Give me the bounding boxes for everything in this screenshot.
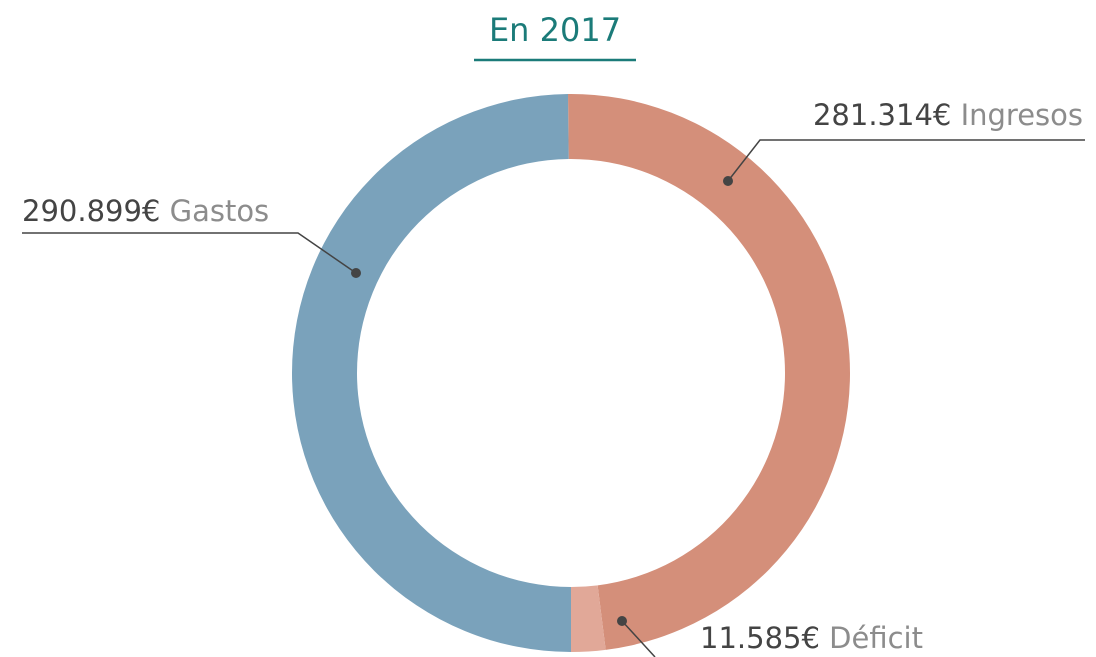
data-label: 281.314€ Ingresos — [813, 98, 1083, 132]
category-label: Déficit — [829, 621, 923, 655]
leader-lines — [22, 139, 1085, 657]
value-label: 290.899€ — [22, 194, 160, 228]
leader-line — [727, 139, 1085, 182]
leader-line — [621, 620, 656, 657]
leader-dot — [351, 268, 361, 278]
value-label: 281.314€ — [813, 98, 951, 132]
donut-slice — [291, 94, 571, 652]
category-label: Ingresos — [961, 98, 1083, 132]
data-label: 11.585€ Déficit — [700, 621, 923, 655]
value-label: 11.585€ — [700, 621, 820, 655]
donut — [291, 94, 851, 652]
category-label: Gastos — [170, 194, 270, 228]
donut-slice — [567, 94, 851, 650]
leader-dot — [723, 176, 733, 186]
leader-line — [22, 232, 357, 274]
data-label: 290.899€ Gastos — [22, 194, 269, 228]
donut-slice — [571, 585, 606, 652]
chart-title: En 2017 — [489, 11, 621, 49]
leader-dot — [617, 616, 627, 626]
